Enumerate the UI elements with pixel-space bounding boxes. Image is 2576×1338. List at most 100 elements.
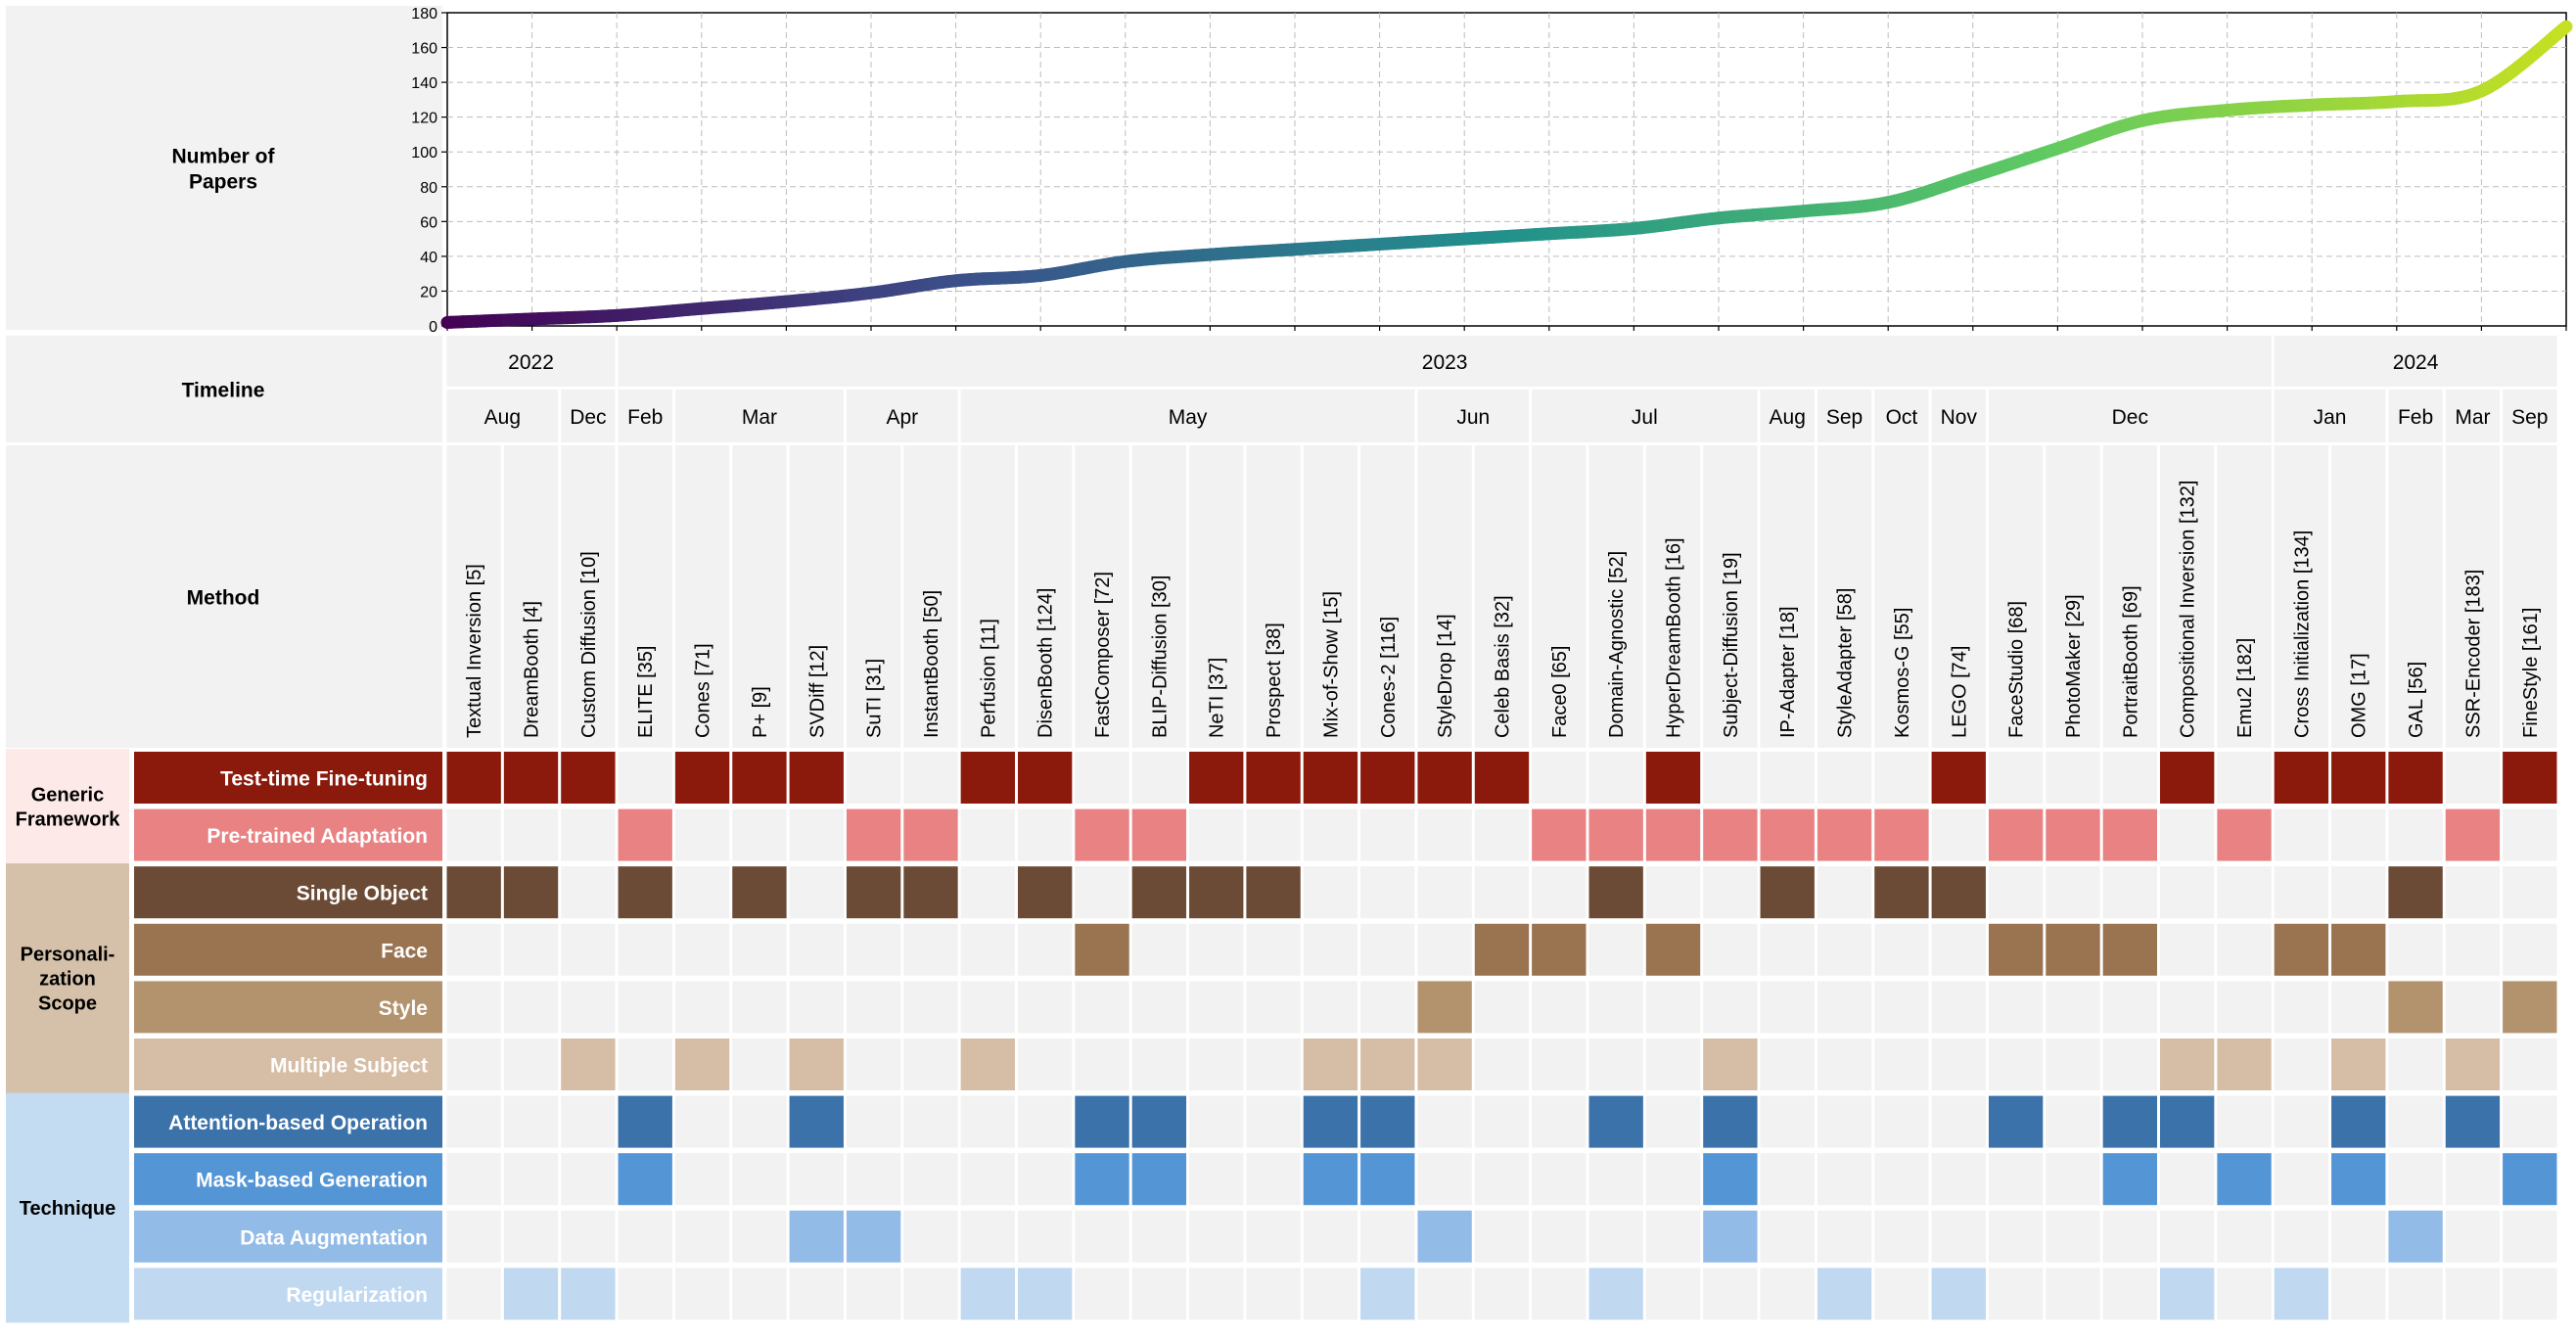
cell-empty [1189,981,1244,1034]
cell-empty [1303,1210,1358,1263]
cell-empty [1532,981,1587,1034]
cell-empty [2102,1268,2157,1320]
cell-empty [732,1268,787,1320]
cell-empty [846,1153,901,1206]
cell-empty [2445,752,2501,804]
cell-filled [903,866,958,919]
cell-empty [2445,1210,2501,1263]
method-label: Cones [71] [693,643,714,738]
cell-empty [1018,1153,1073,1206]
cell-empty [2046,866,2100,919]
row-label-bg [134,1153,442,1206]
group-bg [6,749,129,864]
cell-empty [2102,981,2157,1034]
cell-empty [674,1210,730,1263]
cell-empty [960,808,1015,861]
cell-empty [1817,1095,1872,1148]
method-label: GAL [56] [2406,662,2427,738]
method-label: DreamBooth [4] [522,601,543,738]
cell-empty [618,923,672,976]
cell-empty [1817,866,1872,919]
method-label: DisenBooth [124] [1035,588,1057,738]
cell-empty [1018,808,1073,861]
method-cell [1532,445,1587,748]
method-label: LEGO [74] [1949,646,1970,738]
cell-filled [2388,1210,2443,1263]
cell-empty [1532,1038,1587,1090]
cell-filled [674,752,730,804]
cell-empty [1360,923,1415,976]
cell-empty [1246,1210,1301,1263]
cell-empty [1417,808,1472,861]
cell-filled [1303,1038,1358,1090]
cell-empty [1018,1095,1073,1148]
cell-empty [846,752,901,804]
month-label: Apr [886,406,918,429]
cell-filled [2445,808,2501,861]
cell-filled [1075,923,1129,976]
y-tick-label: 140 [411,75,437,92]
cell-filled [846,1210,901,1263]
cell-filled [2046,923,2100,976]
cell-empty [2102,752,2157,804]
row-label-bg [134,1268,442,1320]
cell-empty [561,1210,616,1263]
month-label: Oct [1886,406,1918,429]
cell-filled [1645,923,1701,976]
method-label: StyleAdapter [58] [1835,588,1857,738]
cell-empty [960,1095,1015,1148]
y-tick-label: 180 [411,6,437,23]
cell-empty [789,1268,844,1320]
cell-filled [503,866,559,919]
cell-empty [1703,923,1758,976]
cell-filled [960,1038,1015,1090]
cell-empty [1760,1095,1815,1148]
cell-empty [1474,808,1530,861]
cell-filled [618,1153,672,1206]
year-cell [2274,336,2557,387]
cell-empty [903,981,958,1034]
cell-filled [1931,866,1986,919]
cell-empty [1874,1038,1929,1090]
cell-empty [2503,866,2557,919]
cell-empty [1532,1095,1587,1148]
cell-filled [2102,923,2157,976]
y-tick-label: 40 [420,250,437,266]
cell-empty [1988,866,2044,919]
row-label-bg [134,866,442,919]
cell-empty [1075,981,1129,1034]
method-label: Celeb Basis [32] [1492,595,1513,738]
method-label: Prospect [38] [1264,623,1285,738]
cell-filled [960,1268,1015,1320]
cell-empty [1131,981,1187,1034]
cell-empty [1189,1153,1244,1206]
cell-empty [2388,808,2443,861]
year-cell [618,336,2272,387]
cell-filled [1874,808,1929,861]
method-cell [2102,445,2157,748]
cell-empty [2160,981,2215,1034]
cell-filled [1931,1268,1986,1320]
cell-filled [2388,752,2443,804]
cell-empty [2445,866,2501,919]
method-label: OMG [17] [2349,653,2370,738]
method-label: HyperDreamBooth [16] [1664,537,1685,738]
cell-empty [2274,1153,2329,1206]
cell-empty [1131,1210,1187,1263]
method-label: IP-Adapter [18] [1777,606,1799,738]
month-label: Aug [484,406,521,429]
cell-empty [446,923,501,976]
cell-filled [960,752,1015,804]
cell-empty [2217,752,2272,804]
cell-filled [1189,752,1244,804]
y-axis-label-bg [6,6,442,330]
method-cell [2503,445,2557,748]
method-cell [1474,445,1530,748]
cell-empty [1760,1153,1815,1206]
cell-filled [1360,1038,1415,1090]
cell-empty [561,808,616,861]
method-label: InstantBooth [50] [921,590,943,738]
series-line [440,20,2573,329]
cell-empty [1075,752,1129,804]
